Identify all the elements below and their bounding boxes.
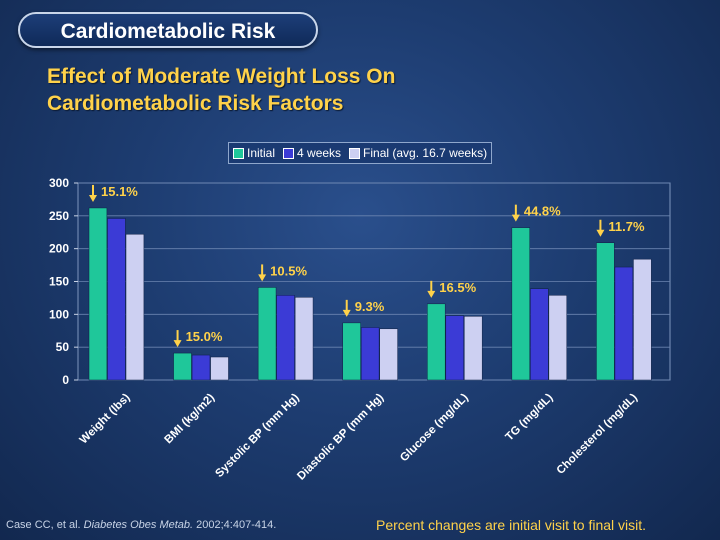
y-tick-label: 0 (62, 373, 69, 387)
bar-initial (342, 322, 361, 381)
down-arrow-icon (89, 194, 97, 202)
chart-legend: Initial 4 weeks Final (avg. 16.7 weeks) (228, 142, 493, 164)
citation-prefix: Case CC, et al. (6, 519, 84, 531)
chart-subtitle: Effect of Moderate Weight Loss On Cardio… (47, 63, 567, 117)
bar-final (633, 258, 652, 381)
bar-final (125, 233, 145, 381)
y-tick-label: 150 (49, 275, 69, 289)
legend-swatch-final (349, 147, 361, 159)
y-tick-label: 100 (49, 307, 69, 321)
percent-change-label: 16.5% (439, 280, 476, 295)
down-arrow-icon (511, 214, 520, 222)
bar-final (548, 295, 568, 381)
percent-change-label: 9.3% (355, 299, 385, 314)
bar-4-weeks (614, 266, 634, 381)
bar-initial (88, 207, 108, 381)
down-arrow-icon (173, 340, 182, 348)
down-arrow-icon (342, 309, 351, 317)
bar-4-weeks (530, 288, 549, 381)
y-tick-label: 300 (49, 176, 69, 190)
bar-initial (173, 352, 192, 381)
legend-item-4-weeks: 4 weeks (283, 146, 341, 160)
legend-item-final: Final (avg. 16.7 weeks) (349, 146, 487, 160)
x-tick-label: Glucose (mg/dL) (398, 392, 471, 465)
bar-initial (257, 287, 277, 381)
bar-4-weeks (191, 354, 211, 381)
down-arrow-icon (596, 229, 605, 237)
citation-suffix: 2002;4:407-414. (193, 519, 277, 531)
percent-change-label: 44.8% (524, 204, 561, 219)
x-tick-label: Weight (lbs) (78, 392, 133, 447)
section-title: Cardiometabolic Risk (18, 12, 318, 48)
bar-final (464, 316, 483, 381)
bar-4-weeks (445, 315, 464, 381)
x-tick-label: Systolic BP (mm Hg) (213, 392, 301, 480)
legend-swatch-initial (233, 147, 244, 159)
down-arrow-icon (427, 290, 436, 298)
bar-4-weeks (360, 327, 380, 381)
bar-final (379, 328, 398, 381)
legend-label-initial: Initial (247, 146, 276, 160)
bar-4-weeks (276, 295, 295, 381)
footnote: Percent changes are initial visit to fin… (376, 517, 647, 533)
x-tick-label: Diastolic BP (mm Hg) (295, 392, 386, 483)
percent-change-label: 15.0% (186, 329, 223, 344)
x-tick-label: Cholesterol (mg/dL) (555, 392, 640, 477)
subtitle-line-1: Effect of Moderate Weight Loss On (47, 65, 396, 88)
percent-change-label: 11.7% (608, 219, 645, 234)
bar-initial (511, 227, 531, 381)
bar-final (210, 356, 229, 381)
percent-change-label: 10.5% (270, 263, 307, 278)
subtitle-line-2: Cardiometabolic Risk Factors (47, 92, 344, 115)
legend-item-initial: Initial (233, 146, 275, 160)
x-tick-label: TG (mg/dL) (504, 392, 556, 444)
y-tick-label: 200 (49, 242, 69, 256)
citation: Case CC, et al. Diabetes Obes Metab. 200… (6, 519, 276, 531)
citation-journal: Diabetes Obes Metab. (83, 519, 194, 531)
down-arrow-icon (258, 274, 267, 282)
percent-change-label: 15.1% (101, 184, 138, 199)
x-tick-label: BMI (kg/m2) (163, 392, 218, 447)
y-tick-label: 250 (49, 209, 69, 223)
y-tick-label: 50 (56, 340, 70, 354)
bar-initial (596, 242, 615, 381)
bar-final (294, 297, 314, 381)
bar-4-weeks (107, 218, 126, 381)
legend-label-4-weeks: 4 weeks (297, 146, 342, 160)
bar-initial (427, 303, 446, 381)
legend-label-final: Final (avg. 16.7 weeks) (363, 146, 488, 160)
legend-swatch-4-weeks (283, 147, 295, 159)
